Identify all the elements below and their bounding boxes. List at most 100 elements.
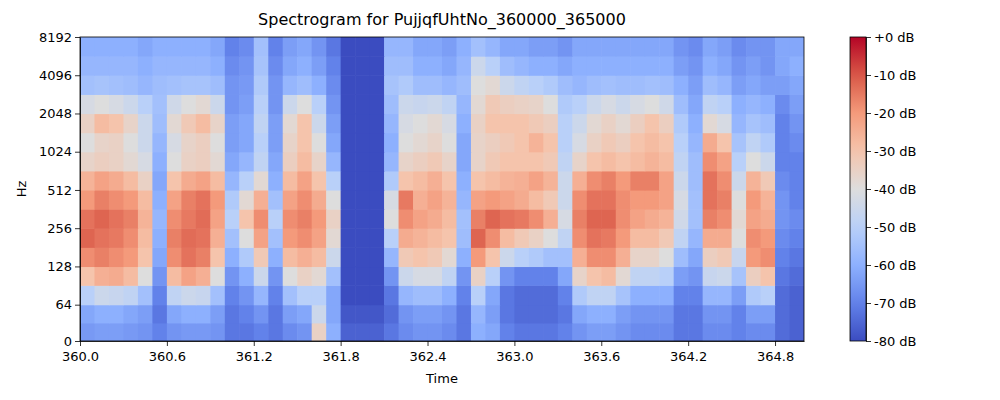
cell: [630, 56, 645, 76]
cell: [790, 94, 804, 114]
cell: [558, 285, 573, 305]
cell: [123, 75, 138, 95]
cell: [341, 190, 356, 210]
cell: [775, 285, 790, 305]
cell: [123, 37, 138, 57]
colorbar-tick-label: -70 dB: [874, 296, 917, 311]
cell: [283, 152, 298, 172]
cell: [167, 323, 182, 341]
cell: [355, 228, 370, 248]
cell: [471, 190, 486, 210]
cell: [456, 37, 471, 57]
cell: [283, 228, 298, 248]
cell: [601, 171, 616, 191]
cell: [181, 94, 196, 114]
cell: [616, 323, 631, 341]
cell: [529, 247, 544, 267]
cell: [761, 113, 776, 133]
cell: [225, 152, 240, 172]
cell: [109, 94, 124, 114]
cell: [456, 247, 471, 267]
cell: [732, 285, 747, 305]
cell: [254, 171, 269, 191]
cell: [572, 285, 587, 305]
cell: [674, 209, 689, 229]
cell: [732, 305, 747, 324]
cell: [558, 56, 573, 76]
cell: [326, 305, 341, 324]
cell: [775, 247, 790, 267]
cell: [370, 247, 385, 267]
cell: [326, 37, 341, 57]
cell: [138, 247, 153, 267]
cell: [500, 133, 515, 153]
cell: [370, 133, 385, 153]
cell: [138, 190, 153, 210]
cell: [413, 75, 428, 95]
cell: [413, 113, 428, 133]
cell: [500, 209, 515, 229]
cell: [312, 209, 327, 229]
cell: [485, 228, 500, 248]
cell: [456, 75, 471, 95]
cell: [775, 94, 790, 114]
cell: [123, 209, 138, 229]
cell: [572, 247, 587, 267]
cell: [790, 171, 804, 191]
cell: [370, 209, 385, 229]
cell: [746, 113, 761, 133]
cell: [775, 113, 790, 133]
cell: [500, 75, 515, 95]
cell: [732, 323, 747, 341]
y-tick-mark: [75, 113, 80, 114]
cell: [790, 228, 804, 248]
cell: [196, 152, 211, 172]
cell: [123, 285, 138, 305]
cell: [109, 266, 124, 285]
cell: [514, 152, 529, 172]
cell: [558, 323, 573, 341]
cell: [384, 323, 399, 341]
cell: [688, 113, 703, 133]
cell: [268, 266, 283, 285]
cell: [717, 209, 732, 229]
cell: [703, 209, 718, 229]
cell: [543, 94, 558, 114]
cell: [761, 152, 776, 172]
cell: [370, 305, 385, 324]
cell: [514, 247, 529, 267]
cell: [485, 113, 500, 133]
colorbar-tick-mark: [866, 341, 871, 342]
cell: [761, 56, 776, 76]
cell: [674, 113, 689, 133]
cell: [123, 228, 138, 248]
cell: [413, 209, 428, 229]
colorbar-tick-mark: [866, 151, 871, 152]
cell: [558, 37, 573, 57]
cell: [717, 285, 732, 305]
cell: [543, 209, 558, 229]
cell: [761, 228, 776, 248]
cell: [138, 228, 153, 248]
x-tick-label: 361.8: [323, 349, 360, 364]
cell: [355, 133, 370, 153]
cell: [413, 56, 428, 76]
cell: [138, 133, 153, 153]
cell: [732, 113, 747, 133]
cell: [167, 209, 182, 229]
cell: [283, 305, 298, 324]
cell: [94, 171, 109, 191]
colorbar-tick: -10 dB: [866, 68, 917, 83]
cell: [152, 285, 167, 305]
cell: [645, 152, 660, 172]
cell: [558, 209, 573, 229]
plot-frame: [80, 37, 804, 341]
cell: [630, 37, 645, 57]
cell: [645, 171, 660, 191]
cell: [225, 94, 240, 114]
cell: [500, 94, 515, 114]
cell: [529, 266, 544, 285]
cell: [196, 305, 211, 324]
cell: [80, 305, 95, 324]
cell: [732, 247, 747, 267]
